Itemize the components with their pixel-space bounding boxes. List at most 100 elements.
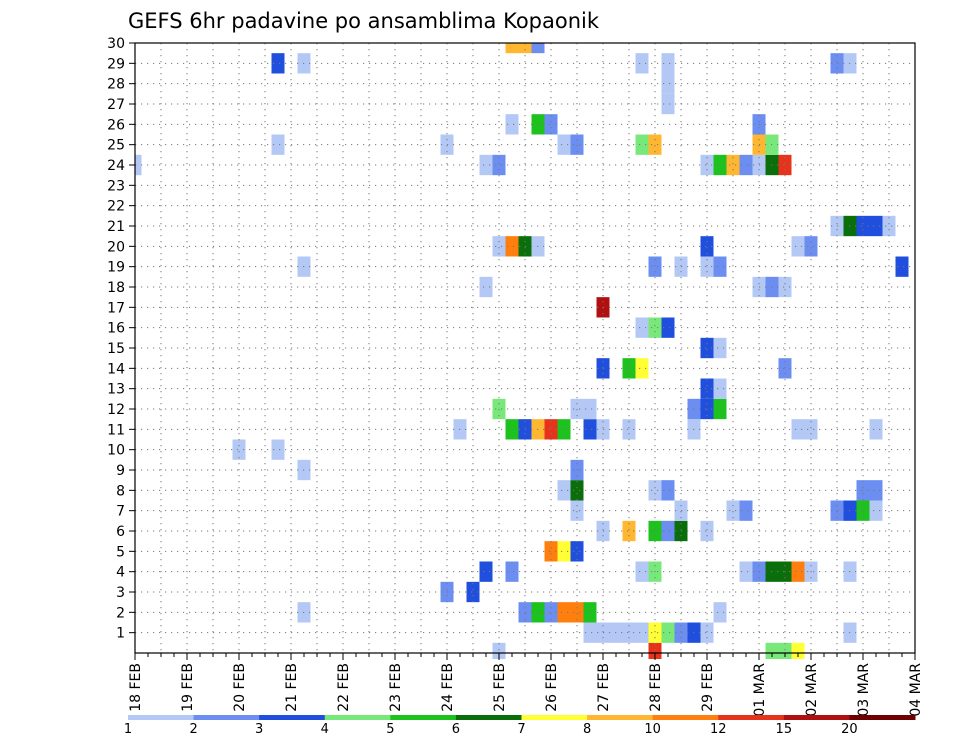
heatmap-cell [635,53,649,74]
colorbar-label: 8 [583,722,591,737]
colorbar-label: 10 [644,722,661,737]
heatmap-cell [700,256,714,277]
colorbar-label: 3 [255,722,263,737]
heatmap-cell [791,642,805,659]
y-tick-label: 7 [116,504,125,520]
heatmap-cell [635,317,649,338]
heatmap-cell [492,236,506,257]
heatmap-cell [648,134,662,155]
heatmap-cell [544,419,558,440]
heatmap-cell [570,134,584,155]
y-tick-label: 27 [107,97,125,113]
heatmap-cell [635,358,649,379]
heatmap-cell [700,622,714,643]
y-tick-label: 1 [116,626,125,642]
x-tick-label: 19 FEB [180,663,196,712]
y-tick-label: 5 [116,544,125,560]
x-tick-label: 26 FEB [544,663,560,712]
heatmap-cell [869,419,883,440]
colorbar-label: 1 [124,722,132,737]
y-tick-label: 23 [107,178,125,194]
heatmap-cell [557,602,571,623]
heatmap-cell [557,134,571,155]
heatmap-cell [648,256,662,277]
heatmap-cell [271,134,285,155]
heatmap-cell [739,561,753,582]
heatmap-cell [271,439,285,460]
heatmap-cell [869,215,883,237]
y-tick-label: 2 [116,605,125,621]
y-tick-label: 8 [116,483,125,499]
colorbar-label: 15 [776,722,793,737]
colorbar-swatch [587,715,654,720]
x-tick-label: 18 FEB [128,663,144,712]
heatmap-cell [661,622,675,643]
colorbar: 1 2 3 4 5 6 7 8 10 12 15 20 [124,715,916,737]
heatmap-cell [531,43,545,54]
y-tick-label: 6 [116,524,125,540]
y-tick-label: 11 [107,422,125,438]
heatmap-cell [570,602,584,623]
y-tick-label: 18 [107,280,125,296]
heatmap-cell [869,500,883,521]
heatmap-cell [661,93,675,115]
y-tick-label: 21 [107,219,125,235]
heatmap-cell [557,419,571,440]
x-tick-label: 01 MAR [752,663,768,717]
colorbar-swatch [849,715,916,720]
heatmap-cell [765,642,779,659]
heatmap-cell [492,154,506,176]
heatmap-cell [544,541,558,562]
heatmap-cell [492,642,506,659]
grid-lines [135,42,915,653]
colorbar-swatch [390,715,457,720]
heatmap-cell [648,480,662,501]
heatmap-cell [700,520,714,542]
colorbar-label: 20 [841,722,858,737]
colorbar-swatch [521,715,588,720]
y-tick-label: 20 [107,239,125,255]
heatmap-cell [583,622,597,643]
colorbar-swatch [783,715,850,720]
x-tick-label: 20 FEB [232,663,248,712]
y-tick-label: 22 [107,199,125,215]
heatmap-cell [778,642,792,659]
heatmap-cell [557,480,571,501]
y-tick-label: 3 [116,585,125,601]
colorbar-label: 5 [386,722,394,737]
heatmap-cell [271,53,285,74]
x-tick-label: 25 FEB [492,663,508,712]
colorbar-label: 12 [710,722,727,737]
x-tick-label: 23 FEB [388,663,404,712]
x-tick-label: 21 FEB [284,663,300,712]
heatmap-cell [622,520,636,542]
heatmap-cell [778,358,792,379]
heatmap-cell [518,43,532,54]
chart-title: GEFS 6hr padavine po ansamblima Kopaonik [128,9,600,33]
heatmap-cell [505,561,519,582]
heatmap-cell [713,398,727,420]
heatmap-cell [726,154,740,176]
y-tick-label: 29 [107,56,125,72]
heatmap-cell [791,236,805,257]
y-tick-label: 13 [107,382,125,398]
heatmap-cells [135,43,909,659]
colorbar-label: 7 [517,722,525,737]
heatmap-cell [466,581,480,603]
heatmap-cell [895,256,909,277]
heatmap-cell [856,215,870,237]
heatmap-cell [791,561,805,582]
heatmap-cell [869,480,883,501]
heatmap-cell [570,500,584,521]
heatmap-cell [583,419,597,440]
heatmap-cell [661,317,675,338]
heatmap-cell [648,622,662,643]
x-tick-label: 02 MAR [804,663,820,717]
heatmap-cell [726,500,740,521]
heatmap-cell [479,561,493,582]
heatmap-cell [544,602,558,623]
heatmap-cell [661,53,675,74]
y-tick-label: 19 [107,260,125,276]
heatmap-cell [661,520,675,542]
colorbar-swatch [193,715,260,720]
